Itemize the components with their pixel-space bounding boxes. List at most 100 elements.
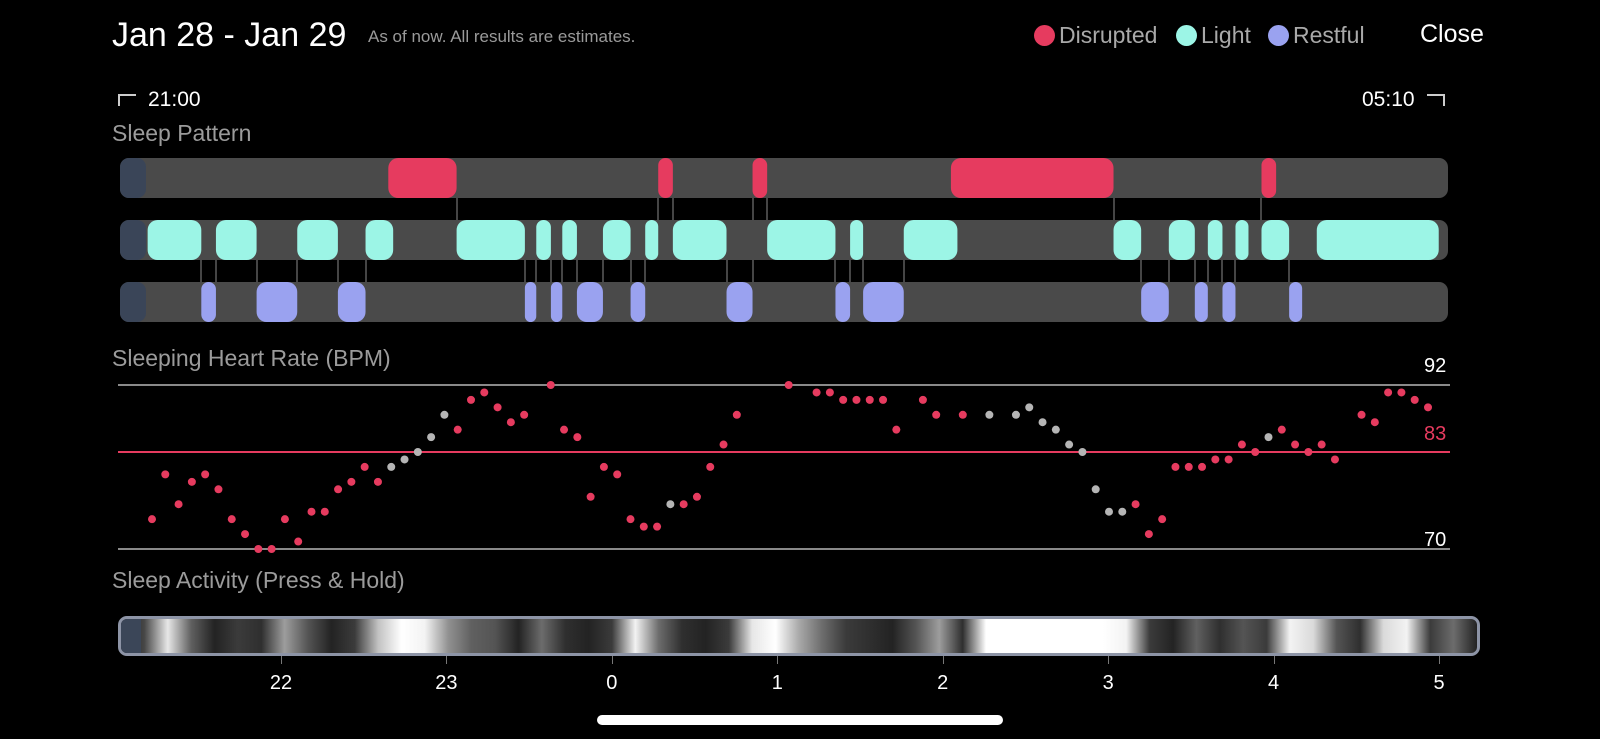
light-segment: [645, 220, 659, 260]
hr-max-label: 92: [1424, 355, 1447, 377]
hr-point: [732, 410, 741, 419]
x-axis-tick-mark: [1439, 656, 1440, 664]
hr-point: [506, 418, 515, 427]
x-axis-tick: 3: [1102, 672, 1114, 694]
hr-point: [825, 388, 834, 397]
hr-point: [839, 395, 848, 404]
legend-disrupted-label: Disrupted: [1059, 22, 1158, 48]
heart-rate-title: Sleeping Heart Rate (BPM): [112, 345, 391, 371]
hr-point: [1317, 440, 1326, 449]
restful-segment: [1289, 282, 1303, 322]
hr-point: [1410, 395, 1419, 404]
legend-light-label: Light: [1201, 22, 1251, 48]
light-segment: [1261, 220, 1290, 260]
hr-point: [1384, 388, 1393, 397]
hr-point: [373, 477, 382, 486]
hr-point: [1078, 448, 1087, 456]
restful-segment: [576, 282, 603, 322]
hr-point: [892, 425, 901, 434]
hr-point: [719, 440, 728, 449]
restful-segment: [201, 282, 216, 322]
disrupted-start-cap: [120, 158, 146, 198]
start-time-label: 21:00: [148, 88, 201, 111]
hr-point: [1211, 455, 1220, 464]
hr-point: [812, 388, 821, 397]
hr-point: [453, 425, 462, 434]
hr-point: [679, 500, 688, 509]
hr-point: [493, 403, 502, 412]
hr-point: [1184, 462, 1193, 471]
restful-segment: [1222, 282, 1236, 322]
hr-point: [626, 515, 635, 524]
hr-point: [879, 395, 888, 404]
hr-point: [387, 462, 396, 471]
heart-rate-chart: [118, 381, 1450, 553]
hr-point: [918, 395, 927, 404]
hr-point: [1105, 507, 1113, 516]
estimate-note: As of now. All results are estimates.: [368, 27, 636, 46]
hr-point: [174, 500, 183, 509]
hr-point: [148, 515, 156, 524]
hr-point: [1158, 515, 1167, 524]
hr-point: [294, 537, 303, 546]
restful-track: [120, 282, 1448, 322]
hr-point: [467, 395, 475, 404]
sleep-pattern-chart[interactable]: [0, 150, 1600, 330]
hr-point: [1038, 418, 1047, 427]
legend-restful-label: Restful: [1293, 22, 1365, 48]
hr-point: [360, 462, 369, 471]
disrupted-segment: [658, 158, 673, 198]
x-axis-tick-mark: [777, 656, 779, 664]
hr-point: [427, 433, 436, 442]
light-segment: [147, 220, 202, 260]
sleep-activity-title: Sleep Activity (Press & Hold): [112, 567, 405, 593]
hr-point: [1025, 403, 1034, 412]
hr-point: [1224, 455, 1233, 464]
restful-segment: [550, 282, 563, 322]
restful-start-cap: [120, 282, 146, 322]
x-axis-tick: 1: [771, 672, 783, 694]
x-axis-tick-mark: [1108, 656, 1110, 664]
x-axis-tick-mark: [281, 656, 282, 664]
x-axis-tick: 23: [435, 672, 458, 694]
light-segment: [602, 220, 631, 260]
hr-point: [1237, 440, 1246, 449]
hr-point: [1118, 507, 1127, 516]
close-button[interactable]: Close: [1420, 20, 1484, 48]
hr-point: [187, 477, 196, 486]
hr-point: [1357, 410, 1366, 419]
x-axis-tick-mark: [611, 656, 613, 664]
hr-point: [546, 381, 555, 389]
hr-point: [573, 433, 582, 442]
hr-point: [400, 455, 409, 464]
sleep-activity-bar[interactable]: [118, 616, 1480, 656]
disrupted-segment: [388, 158, 457, 198]
light-segment: [1235, 220, 1249, 260]
hr-point: [1131, 500, 1140, 509]
hr-point: [586, 492, 595, 501]
x-axis-tick-mark: [1273, 656, 1275, 664]
hr-point: [413, 448, 422, 456]
hr-point: [1251, 448, 1260, 456]
hr-point: [1424, 403, 1432, 412]
light-segment: [1207, 220, 1223, 260]
hr-point: [599, 462, 608, 471]
x-axis-tick: 2: [937, 672, 949, 694]
hr-point: [334, 485, 343, 494]
hr-point: [1264, 433, 1273, 442]
hr-point: [307, 507, 316, 516]
light-segment: [536, 220, 551, 260]
hr-point: [1291, 440, 1300, 449]
hr-point: [280, 515, 289, 524]
x-axis-tick: 5: [1433, 672, 1445, 694]
restful-segment: [524, 282, 537, 322]
x-axis-tick: 0: [606, 672, 618, 694]
home-indicator[interactable]: [597, 715, 1003, 725]
light-dot-icon: [1176, 25, 1197, 46]
disrupted-segment: [752, 158, 768, 198]
disrupted-track: [120, 158, 1448, 198]
x-axis-tick: 22: [269, 672, 293, 694]
end-time-label: 05:10: [1362, 88, 1415, 111]
hr-point: [613, 470, 622, 479]
hr-point: [865, 395, 874, 404]
